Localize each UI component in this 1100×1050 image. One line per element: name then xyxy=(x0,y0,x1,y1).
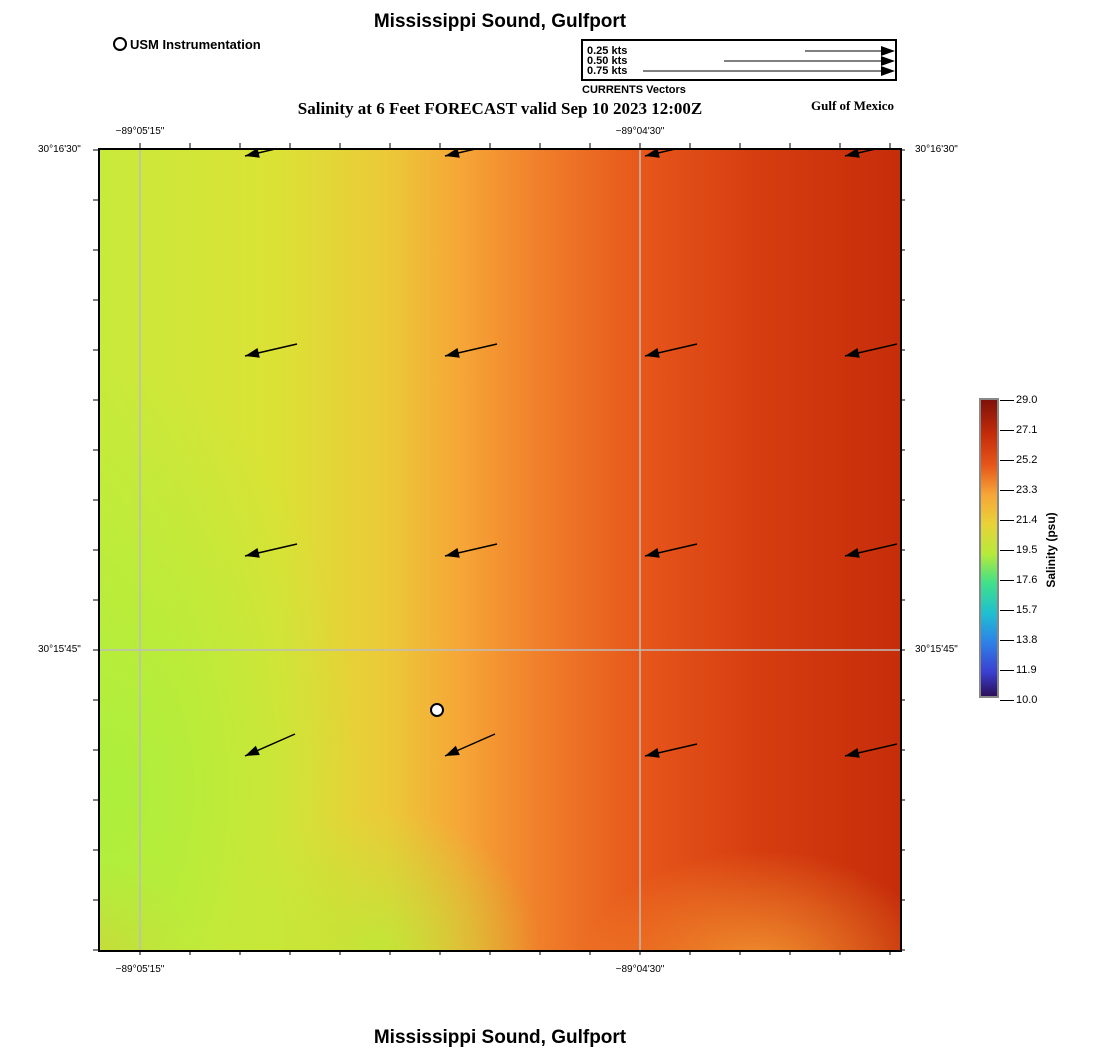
map-footer-title: Mississippi Sound, Gulfport xyxy=(373,1027,627,1048)
current-vector-head xyxy=(645,150,660,158)
station-legend: USM Instrumentation xyxy=(113,37,261,52)
map-overlay xyxy=(100,150,900,950)
colorbar-tick-label: 25.2 xyxy=(1016,454,1038,466)
current-vector-head xyxy=(445,347,460,358)
colorbar-tick-label: 10.0 xyxy=(1016,694,1038,706)
colorbar-tick-label: 23.3 xyxy=(1016,484,1038,496)
colorbar-tick xyxy=(1000,520,1014,521)
colorbar-tick-label: 13.8 xyxy=(1016,634,1038,646)
current-vector-head xyxy=(845,547,860,558)
current-vector-head xyxy=(445,150,460,158)
current-vector-head xyxy=(645,547,660,558)
salinity-field-shading xyxy=(100,150,900,950)
forecast-subtitle: Salinity at 6 Feet FORECAST valid Sep 10… xyxy=(297,99,703,118)
colorbar-tick xyxy=(1000,580,1014,581)
colorbar-tick xyxy=(1000,460,1014,461)
colorbar-tick-label: 27.1 xyxy=(1016,424,1038,436)
current-vector-head xyxy=(645,747,660,758)
region-label: Gulf of Mexico xyxy=(811,98,895,113)
colorbar-tick xyxy=(1000,550,1014,551)
colorbar-tick-label: 29.0 xyxy=(1016,394,1038,406)
vector-legend-caption: CURRENTS Vectors xyxy=(582,84,686,96)
lon-tick-label: −89°04'30" xyxy=(615,964,665,975)
vector-scale-legend: 0.25 kts 0.50 kts 0.75 kts xyxy=(581,39,897,81)
colorbar-tick xyxy=(1000,430,1014,431)
lat-tick-label: 30°16'30" xyxy=(915,144,958,155)
colorbar-tick-label: 11.9 xyxy=(1016,664,1037,676)
lat-tick-label: 30°16'30" xyxy=(38,144,81,155)
colorbar-title: Salinity (psu) xyxy=(1044,512,1058,588)
colorbar-tick-label: 19.5 xyxy=(1016,544,1038,556)
lat-tick-label: 30°15'45" xyxy=(915,644,958,655)
colorbar-tick xyxy=(1000,640,1014,641)
colorbar-tick xyxy=(1000,490,1014,491)
lon-tick-label: −89°05'15" xyxy=(115,964,165,975)
station-legend-label: USM Instrumentation xyxy=(130,37,261,52)
salinity-map[interactable] xyxy=(98,148,902,952)
vector-scale-label: 0.25 kts xyxy=(587,45,628,57)
colorbar-tick xyxy=(1000,670,1014,671)
current-vector-head xyxy=(245,547,260,558)
colorbar-tick xyxy=(1000,610,1014,611)
current-vector-head xyxy=(845,347,860,358)
white-circle-icon xyxy=(113,37,127,51)
map-title: Mississippi Sound, Gulfport xyxy=(373,11,627,32)
colorbar-tick-label: 21.4 xyxy=(1016,514,1038,526)
colorbar-tick-label: 17.6 xyxy=(1016,574,1038,586)
current-vector-head xyxy=(245,745,260,756)
current-vector-head xyxy=(245,347,260,358)
current-vector-head xyxy=(445,745,460,756)
lon-tick-label: −89°04'30" xyxy=(615,126,665,137)
current-vector-head xyxy=(245,150,260,158)
current-vector-head xyxy=(645,347,660,358)
graticule xyxy=(100,150,900,950)
colorbar-tick xyxy=(1000,700,1014,701)
lon-tick-label: −89°05'15" xyxy=(115,126,165,137)
colorbar-tick xyxy=(1000,400,1014,401)
current-vector-head xyxy=(845,150,860,158)
current-vector-head xyxy=(445,547,460,558)
lat-tick-label: 30°15'45" xyxy=(38,644,81,655)
current-vector-head xyxy=(845,747,860,758)
vector-scale-label: 0.75 kts xyxy=(587,65,628,77)
salinity-colorbar xyxy=(979,398,999,698)
current-vectors xyxy=(244,150,898,758)
vector-scale-arrows xyxy=(643,46,895,76)
colorbar-tick-label: 15.7 xyxy=(1016,604,1038,616)
vector-scale-label: 0.50 kts xyxy=(587,55,628,67)
usm-station-marker[interactable] xyxy=(430,703,444,717)
